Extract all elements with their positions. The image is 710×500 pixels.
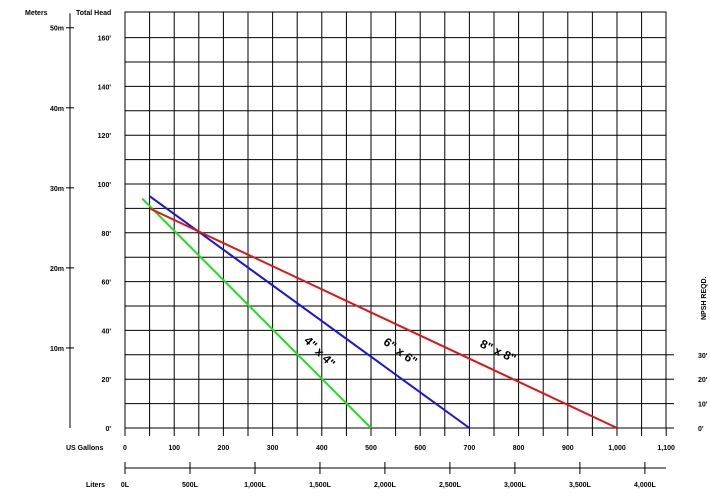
x-tick-label: 1,100 <box>657 445 675 452</box>
x-tick-label: 800 <box>513 445 525 452</box>
feet-tick-label: 80' <box>102 231 112 238</box>
us-gallons-label: US Gallons <box>66 445 103 452</box>
npsh-tick-label: 0' <box>698 426 704 433</box>
total-head-header: Total Head <box>76 10 111 17</box>
liters-tick-label: 500L <box>182 482 199 489</box>
feet-tick-label: 0' <box>105 426 111 433</box>
liters-tick-label: 2,500L <box>439 482 462 489</box>
x-tick-label: 200 <box>218 445 230 452</box>
feet-tick-label: 160' <box>98 36 112 43</box>
feet-tick-label: 60' <box>102 280 112 287</box>
tick-labels: 0 100 200 300 400 500 600 700 800 900 1,000 1,100 0L… <box>50 13 708 489</box>
series-line <box>141 197 372 429</box>
liters-tick-label: 0L <box>121 482 130 489</box>
meters-tick-label: 40m <box>50 106 64 113</box>
npsh-label: NPSH REQD. <box>701 276 708 320</box>
x-tick-label: 100 <box>168 445 180 452</box>
npsh-tick-label: 10' <box>698 402 708 409</box>
grid <box>124 11 667 429</box>
liters-tick-label: 2,000L <box>374 482 397 489</box>
x-tick-label: 1,000 <box>608 445 626 452</box>
npsh-tick-label: 30' <box>698 353 708 360</box>
x-tick-label: 900 <box>562 445 574 452</box>
liters-tick-label: 4,000L <box>634 482 657 489</box>
liters-tick-label: 3,000L <box>504 482 527 489</box>
liters-tick-label: 1,000L <box>244 482 267 489</box>
x-tick-label: 700 <box>464 445 476 452</box>
x-tick-label: 500 <box>365 445 377 452</box>
feet-tick-label: 100' <box>98 182 112 189</box>
feet-tick-label: 120' <box>98 133 112 140</box>
feet-tick-label: 140' <box>98 84 112 91</box>
liters-tick-label: 3,500L <box>569 482 592 489</box>
meters-tick-label: 50m <box>50 26 64 33</box>
axis-labels: Meters Total Head US Gallons Liters NPSH… <box>25 10 708 489</box>
meters-tick-label: 10m <box>50 346 64 353</box>
series-label: 6" x 6" <box>381 335 420 369</box>
series-line <box>149 195 470 429</box>
meters-tick-label: 30m <box>50 186 64 193</box>
x-tick-label: 0 <box>123 445 127 452</box>
meters-tick-label: 20m <box>50 266 64 273</box>
feet-tick-label: 40' <box>102 328 112 335</box>
x-tick-label: 300 <box>267 445 279 452</box>
liters-tick-label: 1,500L <box>309 482 332 489</box>
series-lines: 4" x 4" 6" x 6" 8" x 8" <box>141 195 618 429</box>
series-label: 8" x 8" <box>478 337 518 366</box>
series-line <box>149 207 618 429</box>
meters-header: Meters <box>25 10 48 17</box>
x-tick-label: 400 <box>316 445 328 452</box>
liters-label: Liters <box>86 482 105 489</box>
feet-tick-label: 20' <box>102 377 112 384</box>
npsh-tick-label: 20' <box>698 377 708 384</box>
x-tick-label: 600 <box>414 445 426 452</box>
